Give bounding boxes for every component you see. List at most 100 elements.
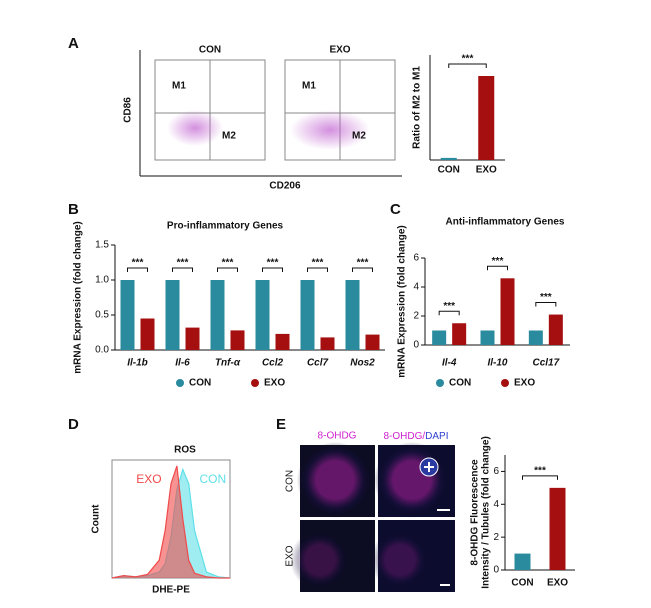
header-part: 8-OHDG/	[383, 431, 425, 442]
bar	[500, 278, 515, 345]
significance: ***	[534, 465, 546, 476]
panel-letter: D	[68, 416, 79, 433]
y-tick-label: 1.5	[95, 240, 109, 251]
bar	[365, 334, 380, 350]
y-tick-label: 4	[493, 499, 499, 510]
bar	[165, 280, 180, 350]
bar	[320, 337, 335, 350]
y-tick-label: 2	[493, 532, 499, 543]
x-tick-label: Il-6	[175, 358, 190, 369]
significance: ***	[267, 258, 279, 269]
bar	[275, 333, 290, 350]
x-tick-label: Il-10	[487, 358, 507, 369]
x-tick-label: CON	[438, 165, 460, 176]
legend-marker	[501, 379, 509, 387]
significance: ***	[357, 258, 369, 269]
panel-letter: C	[390, 201, 401, 218]
gate-label: M1	[302, 81, 316, 92]
bar	[480, 330, 495, 345]
flow-title: CON	[199, 45, 221, 56]
sig-bracket	[438, 310, 460, 316]
sig-bracket	[127, 267, 148, 272]
bar	[345, 280, 360, 350]
significance: ***	[177, 258, 189, 269]
chart-title: ROS	[174, 445, 196, 456]
x-tick-label: Ccl7	[307, 358, 329, 369]
y-axis-label: Intensity / Tubules (fold change)	[481, 436, 492, 589]
sig-bracket	[217, 267, 238, 272]
flow-ylabel: CD86	[123, 97, 134, 123]
gate-label: M2	[222, 131, 236, 142]
y-tick-label: 0	[413, 340, 419, 351]
chart-title: Anti-inflammatory Genes	[446, 217, 565, 228]
significance: ***	[312, 258, 324, 269]
y-tick-label: 6	[413, 253, 419, 264]
bar	[140, 318, 155, 350]
legend-label: CON	[189, 378, 211, 389]
sig-bracket	[522, 475, 558, 480]
y-tick-label: 1.0	[95, 275, 109, 286]
chart-title: Pro-inflammatory Genes	[167, 221, 284, 232]
bar	[120, 280, 135, 350]
header-part: DAPI	[425, 431, 448, 442]
panel-letter: B	[68, 201, 79, 218]
x-tick-label: Ccl2	[262, 358, 284, 369]
x-axis-label: DHE-PE	[152, 585, 190, 596]
row-label: CON	[285, 470, 296, 492]
bar	[210, 280, 225, 350]
bar	[432, 330, 447, 345]
legend-marker	[176, 379, 184, 387]
x-tick-label: Ccl17	[532, 358, 559, 369]
y-tick-label: 4	[413, 282, 419, 293]
y-axis-label: Ratio of M2 to M1	[412, 66, 423, 149]
flow-title: EXO	[329, 45, 350, 56]
x-tick-label: CON	[511, 578, 533, 589]
x-tick-label: Il-4	[442, 358, 457, 369]
microscopy: 8-OHDG 8-OHDG/DAPI CON EXO	[285, 431, 455, 592]
legend-label: CON	[449, 378, 471, 389]
legend-label: EXO	[514, 378, 535, 389]
x-tick-label: EXO	[476, 165, 497, 176]
bar	[528, 330, 543, 345]
x-tick-label: Nos2	[350, 358, 375, 369]
bar	[478, 76, 495, 160]
x-tick-label: Il-1b	[127, 358, 148, 369]
bar	[255, 280, 270, 350]
sig-bracket	[262, 267, 283, 272]
sig-bracket	[172, 267, 193, 272]
significance: ***	[222, 258, 234, 269]
series-label: EXO	[136, 472, 161, 486]
sig-bracket	[448, 63, 487, 68]
x-tick-label: EXO	[547, 578, 568, 589]
density-curve	[111, 465, 230, 579]
panel-letter: A	[68, 35, 79, 52]
y-axis-label: Count	[91, 504, 102, 534]
bar	[549, 487, 566, 570]
flow-plots: CON EXO M1 M2 M1 M2 CD86 CD206	[123, 45, 402, 192]
panel-letter: E	[276, 416, 286, 433]
x-tick-label: Tnf-α	[215, 358, 241, 369]
significance: ***	[443, 301, 455, 312]
y-tick-label: 0	[493, 565, 499, 576]
y-axis-label: mRNA Expression (fold change)	[397, 225, 408, 377]
significance: ***	[132, 258, 144, 269]
flow-xlabel: CD206	[269, 181, 301, 192]
sig-bracket	[307, 267, 328, 272]
y-tick-label: 6	[493, 466, 499, 477]
legend-marker	[436, 379, 444, 387]
bar	[230, 330, 245, 350]
significance: ***	[462, 54, 474, 65]
gate-label: M1	[172, 81, 186, 92]
row-label: EXO	[285, 545, 296, 566]
y-tick-label: 2	[413, 311, 419, 322]
bar	[452, 323, 467, 345]
legend-marker	[251, 379, 259, 387]
gate-label: M2	[352, 131, 366, 142]
y-tick-label: 0.5	[95, 310, 109, 321]
sig-bracket	[535, 302, 557, 307]
significance: ***	[492, 256, 504, 267]
y-axis-label: 8-OHDG Fluorescence	[470, 459, 481, 566]
bar	[514, 553, 531, 570]
significance: ***	[540, 292, 552, 303]
